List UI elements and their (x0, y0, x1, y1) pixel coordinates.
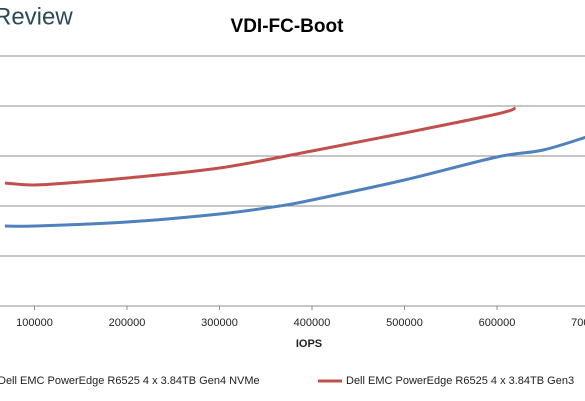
chart-title: VDI-FC-Boot (231, 16, 345, 37)
series-line (4, 106, 517, 187)
x-tick-label: 600000 (479, 317, 516, 329)
x-tick-label: 200000 (109, 317, 146, 329)
legend-label: Dell EMC PowerEdge R6525 4 x 3.84TB Gen3 (346, 375, 574, 387)
series-line (4, 135, 585, 228)
x-axis-label: IOPS (296, 338, 322, 350)
x-tick-label: 700000 (571, 317, 585, 329)
legend-label: Dell EMC PowerEdge R6525 4 x 3.84TB Gen4… (0, 375, 260, 387)
x-tick-label: 400000 (294, 317, 331, 329)
x-tick-label: 500000 (386, 317, 423, 329)
x-tick-label: 100000 (16, 317, 53, 329)
x-tick-label: 300000 (201, 317, 238, 329)
brand-logo: Review (0, 3, 73, 30)
